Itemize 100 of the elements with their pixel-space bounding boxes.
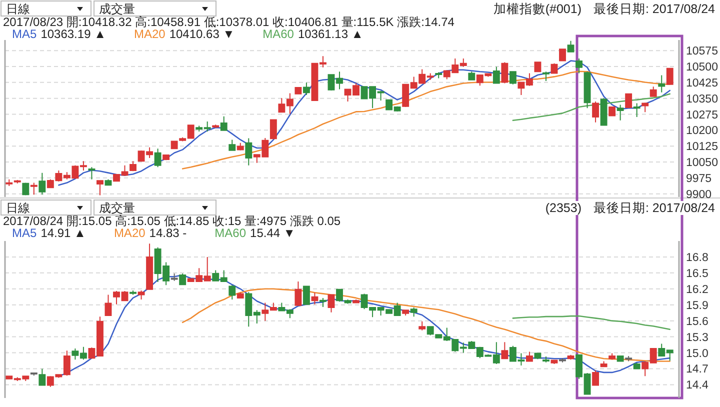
text: 日線 [6, 201, 30, 215]
candlestick [179, 272, 186, 286]
candlestick [526, 351, 533, 362]
line-series [58, 60, 671, 186]
candlestick [30, 182, 38, 196]
candlestick [402, 310, 410, 316]
candlestick [584, 71, 591, 109]
y-tick-label: 10500 [686, 62, 718, 74]
y-tick-label: 10125 [686, 141, 718, 154]
candlestick [311, 292, 318, 305]
candlestick [625, 355, 632, 362]
text: MA60 [262, 27, 294, 41]
text: 14.91 ▲ [40, 226, 86, 240]
annotation: 10410.63 ▼ [169, 27, 235, 41]
candlestick [328, 294, 335, 313]
text: MA20 [134, 27, 166, 41]
line-series [512, 93, 671, 122]
candlestick [212, 124, 220, 129]
candlestick [501, 342, 508, 360]
candlestick [22, 182, 30, 196]
candlestick [608, 106, 616, 116]
candlestick [228, 139, 236, 151]
candlestick [130, 290, 136, 296]
candlestick [236, 142, 244, 151]
candlestick [666, 68, 674, 85]
chart-subtitle: 最後日期: 2017/08/24 [593, 2, 716, 16]
candlestick [138, 290, 145, 300]
text: 日線 [6, 2, 30, 16]
candlestick [608, 352, 616, 360]
candlestick [245, 138, 252, 166]
y-tick-label: 15.0 [686, 348, 708, 360]
candlestick [410, 307, 418, 318]
candlestick [130, 160, 136, 172]
candlestick [146, 243, 154, 290]
candlestick [616, 104, 624, 121]
text: MA5 [12, 226, 37, 240]
y-tick-label: 10275 [686, 109, 718, 122]
candlestick [625, 93, 632, 109]
annotation: 10363.19 ▲ [40, 27, 106, 41]
y-tick-label: 16.8 [686, 252, 708, 264]
y-tick-label: 14.7 [686, 364, 708, 376]
candlestick [270, 119, 277, 140]
y-tick-label: 9975 [686, 172, 712, 185]
y-tick-label: 10050 [686, 156, 718, 169]
candlestick [14, 180, 21, 184]
candlestick [600, 360, 608, 368]
text: 15.44 ▼ [250, 226, 296, 240]
line-series [512, 315, 671, 330]
candlestick [592, 101, 600, 123]
candlestick [320, 297, 326, 308]
candlestick [170, 272, 178, 282]
candlestick [88, 166, 96, 180]
text: 成交量 [99, 201, 135, 215]
candlestick [550, 360, 558, 364]
candlestick [294, 280, 302, 306]
candlestick [154, 148, 162, 168]
candlestick [576, 58, 582, 74]
y-tick-label: 16.2 [686, 284, 708, 296]
candlestick [567, 40, 574, 52]
candlestick [294, 87, 302, 94]
text: 14.83 - [149, 226, 187, 240]
candlestick [567, 354, 574, 360]
y-tick-label: 15.6 [686, 316, 708, 328]
candlestick [550, 62, 558, 74]
candlestick [38, 172, 46, 196]
y-tick-label: 10575 [686, 46, 718, 58]
chart-title: 加權指數(#001) [493, 2, 582, 16]
chart-title: (2353) [545, 201, 582, 215]
candlestick [104, 178, 112, 186]
candlestick [542, 356, 550, 363]
candlestick [509, 71, 516, 85]
candlestick [592, 370, 600, 386]
candlestick [501, 62, 508, 84]
candlestick [559, 48, 566, 62]
line-series [182, 288, 671, 362]
candlestick [38, 368, 46, 386]
candlestick [236, 292, 244, 299]
candlestick [352, 299, 360, 304]
y-tick-label: 15.3 [686, 332, 708, 344]
candlestick [492, 66, 500, 84]
text: MA60 [214, 226, 246, 240]
y-tick-label: 16.5 [686, 268, 708, 280]
candlestick [302, 82, 310, 96]
candlestick [162, 154, 170, 161]
candlestick [468, 71, 476, 80]
candlestick [650, 86, 657, 97]
candlestick [633, 362, 640, 370]
y-tick-label: 10350 [686, 93, 718, 106]
candlestick [220, 116, 228, 131]
candlestick [658, 74, 666, 93]
candlestick [96, 180, 104, 196]
candlestick [600, 98, 608, 126]
candlestick [30, 372, 38, 376]
y-tick-label: 15.9 [686, 300, 708, 312]
candlestick [616, 355, 624, 362]
y-tick-label: 9900 [686, 188, 712, 201]
candlestick [435, 72, 442, 79]
chart-subtitle: 最後日期: 2017/08/24 [593, 201, 716, 215]
text: 2017/08/23 開:10418.32 高:10458.91 低:10378.01 收:10406.81 量:115.5K 漲跌:14.74 [3, 15, 455, 29]
y-tick-label: 10200 [686, 125, 718, 138]
